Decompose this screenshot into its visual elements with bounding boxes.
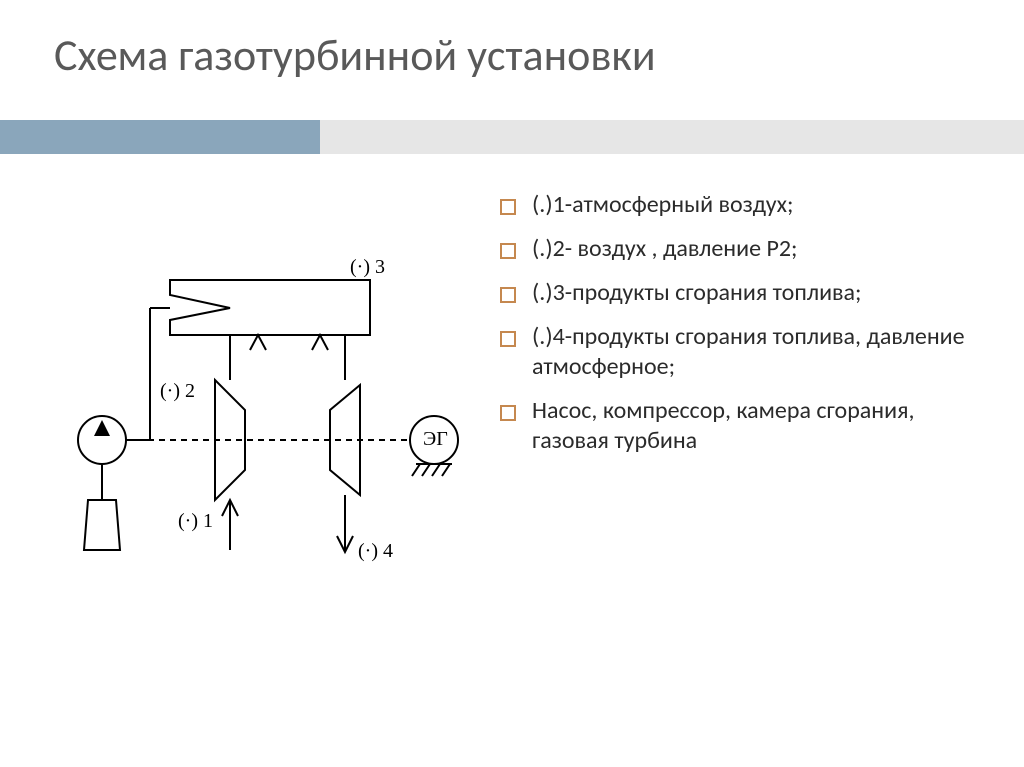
- bullet-icon: [500, 405, 516, 421]
- legend-text: (.)1-атмосферный воздух;: [532, 190, 793, 220]
- list-item: (.)2- воздух , давление Р2;: [500, 234, 980, 264]
- gas-turbine-schematic: (·) 3 (·) 2 (·) 1 (·) 4 ЭГ: [50, 250, 470, 610]
- bullet-icon: [500, 331, 516, 347]
- legend-text: Насос, компрессор, камера сгорания, газо…: [532, 396, 980, 456]
- list-item: (.)1-атмосферный воздух;: [500, 190, 980, 220]
- accent-bar: [0, 120, 320, 154]
- list-item: (.)3-продукты сгорания топлива;: [500, 278, 980, 308]
- label-eg: ЭГ: [423, 428, 448, 451]
- combustion-chamber: [170, 280, 370, 335]
- list-item: (.)4-продукты сгорания топлива, давление…: [500, 322, 980, 382]
- fuel-tank: [84, 500, 120, 550]
- bullet-icon: [500, 287, 516, 303]
- legend-text: (.)2- воздух , давление Р2;: [532, 234, 797, 264]
- schematic-svg: [50, 250, 470, 610]
- bullet-icon: [500, 199, 516, 215]
- bullet-icon: [500, 243, 516, 259]
- label-p4: (·) 4: [358, 540, 393, 563]
- legend-text: (.)3-продукты сгорания топлива;: [532, 278, 861, 308]
- page-title: Схема газотурбинной установки: [54, 28, 656, 82]
- label-p1: (·) 1: [178, 510, 213, 533]
- legend-list: (.)1-атмосферный воздух; (.)2- воздух , …: [500, 190, 980, 470]
- label-p3: (·) 3: [350, 256, 385, 279]
- legend-text: (.)4-продукты сгорания топлива, давление…: [532, 322, 980, 382]
- list-item: Насос, компрессор, камера сгорания, газо…: [500, 396, 980, 456]
- label-p2: (·) 2: [160, 380, 195, 403]
- slide-root: Схема газотурбинной установки (.)1-атмос…: [0, 0, 1024, 767]
- gas-turbine: [330, 385, 360, 495]
